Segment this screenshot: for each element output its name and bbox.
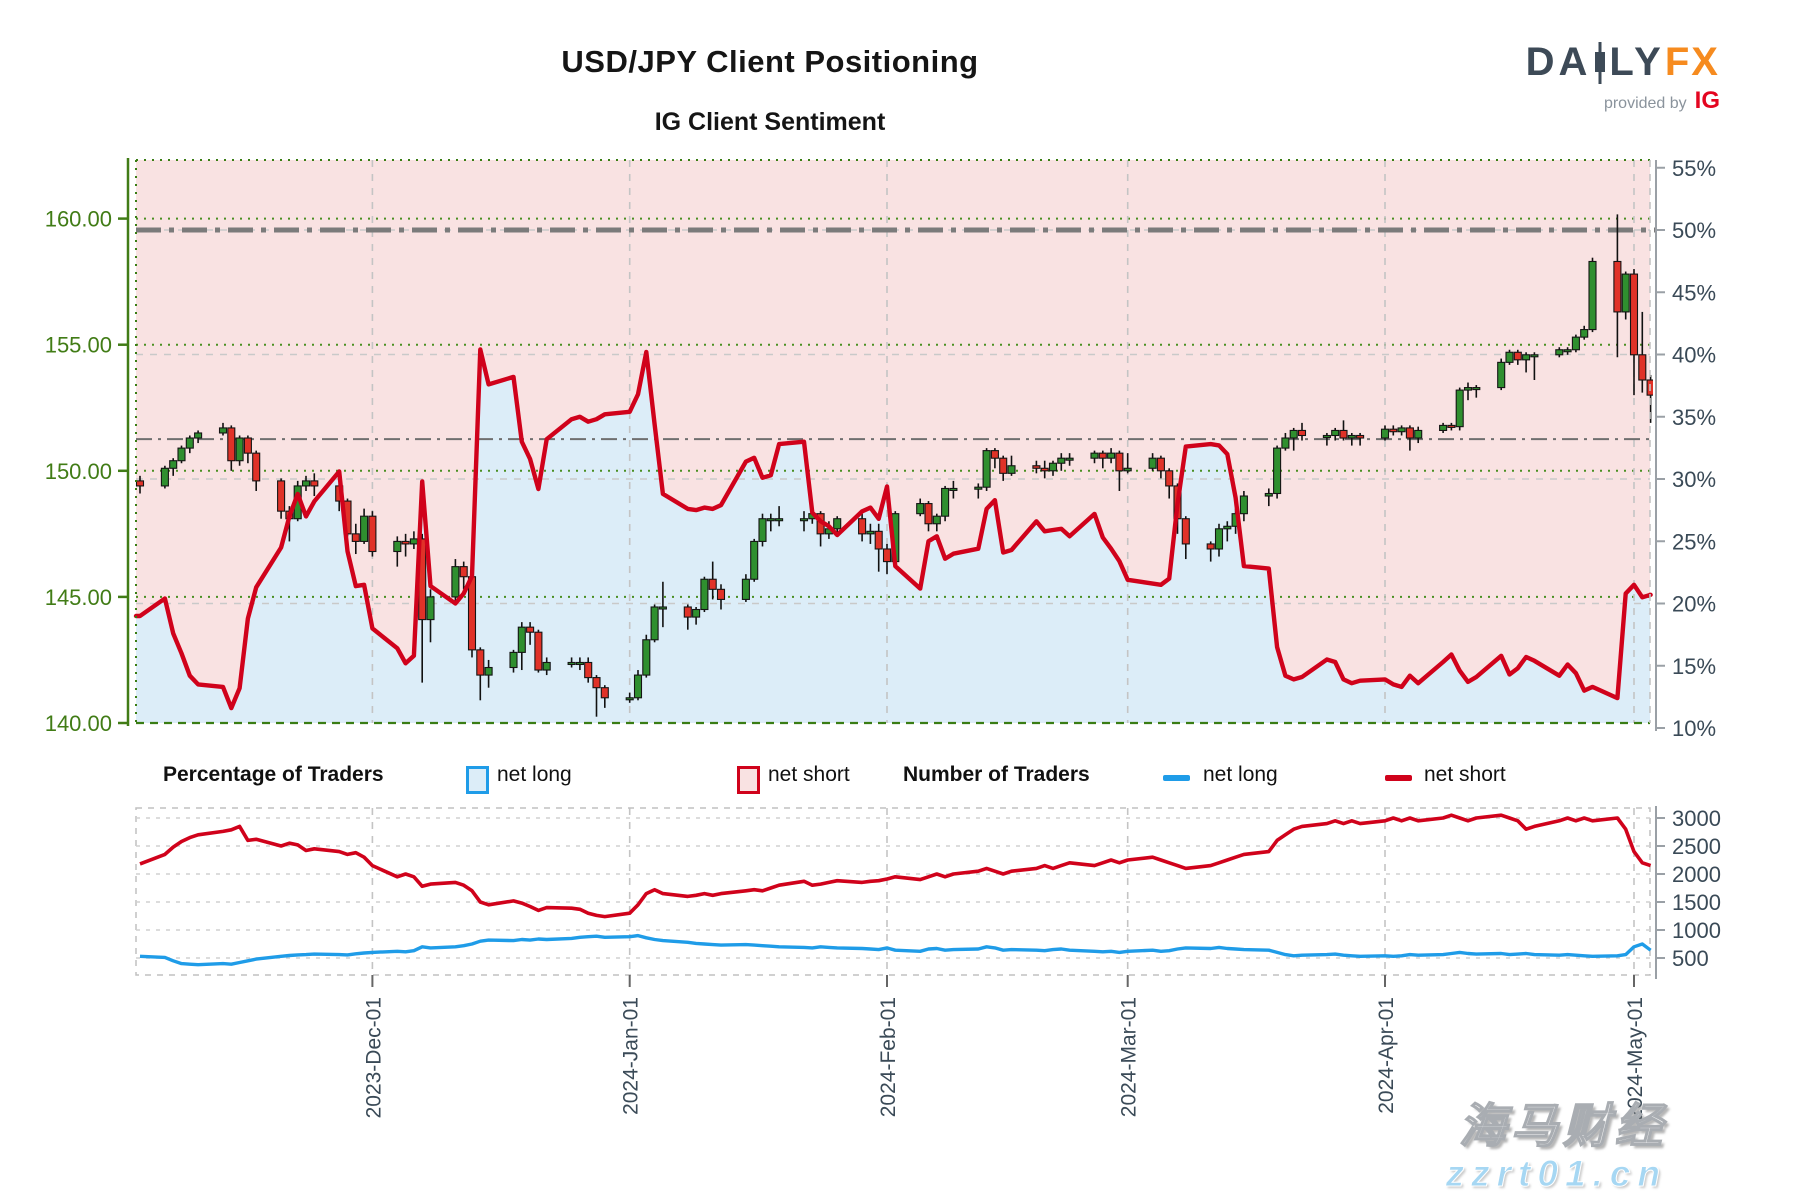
- count-tick-label: 3000: [1672, 806, 1721, 831]
- legend-pct-net-short-label: net short: [768, 763, 850, 786]
- candlestick-icon: [1595, 41, 1606, 84]
- percent-tick-label: 10%: [1672, 716, 1716, 741]
- legend-percentage-heading: Percentage of Traders: [163, 763, 384, 786]
- price-candles-layer: [135, 214, 1653, 717]
- legend-num-net-short-label: net short: [1424, 763, 1506, 786]
- count-tick-label: 2000: [1672, 862, 1721, 887]
- plot-borders: [135, 159, 1651, 725]
- month-axis-labels: 2023-Dec-01 2024-Jan-01 2024-Feb-01 2024-Ma…: [362, 975, 1647, 1121]
- trader-count-axis: 3000 2500 2000 1500 1000 500: [1655, 806, 1721, 979]
- traders-count-chart: [135, 807, 1652, 976]
- traders-net-short-line: [139, 813, 1652, 919]
- sentiment-region-fills: [136, 160, 1651, 723]
- percent-tick-label: 55%: [1672, 156, 1716, 181]
- count-tick-label: 500: [1672, 946, 1709, 971]
- count-tick-label: 2500: [1672, 834, 1721, 859]
- logo-text-fx: FX: [1664, 40, 1720, 84]
- logo-text-ly: LY: [1609, 40, 1665, 84]
- logo-text-da: DA: [1525, 40, 1592, 84]
- month-tick-label: 2024-Feb-01: [877, 997, 900, 1117]
- price-tick-label: 160.00: [45, 207, 112, 232]
- month-tick-label: 2024-May-01: [1624, 997, 1647, 1121]
- count-tick-label: 1500: [1672, 890, 1721, 915]
- logo-provided-by-row: provided by IG: [1604, 87, 1720, 115]
- percent-tick-label: 15%: [1672, 654, 1716, 679]
- chart-subtitle: IG Client Sentiment: [654, 108, 886, 136]
- left-price-axis: 160.00 155.00 150.00 145.00 140.00: [45, 158, 130, 736]
- percent-tick-label: 25%: [1672, 529, 1716, 554]
- net-short-percentage-line: [133, 347, 1653, 711]
- price-tick-label: 145.00: [45, 585, 112, 610]
- price-tick-label: 150.00: [45, 459, 112, 484]
- watermark-url-text: zzrt01.cn: [1445, 1152, 1667, 1194]
- page-title: USD/JPY Client Positioning: [561, 44, 979, 79]
- price-tick-label: 140.00: [45, 711, 112, 736]
- right-percentage-axis: 55% 50% 45% 40% 35% 30% 25% 20% 15% 10%: [1655, 156, 1716, 741]
- month-tick-label: 2023-Dec-01: [362, 997, 385, 1118]
- reference-lines: [136, 227, 1656, 441]
- legend-number-heading: Number of Traders: [903, 763, 1090, 786]
- blue-fill-net-long-region: [136, 349, 1651, 723]
- pink-fill-net-short-region: [136, 160, 1651, 709]
- net-long-line-swatch: [1163, 775, 1190, 781]
- watermark: 海马财经 zzrt01.cn: [1445, 1098, 1667, 1195]
- percent-tick-label: 40%: [1672, 343, 1716, 368]
- month-tick-label: 2024-Jan-01: [620, 997, 643, 1115]
- percent-tick-label: 20%: [1672, 592, 1716, 617]
- net-short-box-swatch: [737, 766, 760, 794]
- legend-pct-net-long-label: net long: [497, 763, 572, 786]
- dailyfx-logo: DA LY FX provided by IG: [1526, 40, 1720, 115]
- month-tick-label: 2024-Mar-01: [1118, 997, 1141, 1117]
- dailyfx-wordmark: DA LY FX: [1526, 40, 1720, 85]
- percent-tick-label: 45%: [1672, 280, 1716, 305]
- watermark-chinese-text: 海马财经: [1458, 1098, 1667, 1153]
- provided-by-label: provided by: [1603, 95, 1687, 112]
- legend-num-net-long-label: net long: [1203, 763, 1278, 786]
- traders-net-long-line: [139, 933, 1652, 967]
- ig-logo: IG: [1694, 87, 1720, 114]
- percent-tick-label: 35%: [1672, 405, 1716, 430]
- percent-tick-label: 30%: [1672, 467, 1716, 492]
- price-tick-label: 155.00: [45, 333, 112, 358]
- percent-tick-label: 50%: [1672, 218, 1716, 243]
- net-short-line-swatch: [1385, 775, 1412, 781]
- count-tick-label: 1000: [1672, 918, 1721, 943]
- net-long-box-swatch: [466, 766, 489, 794]
- month-tick-label: 2024-Apr-01: [1375, 997, 1398, 1114]
